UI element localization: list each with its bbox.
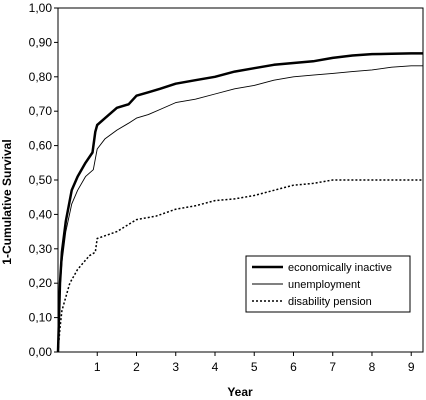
legend-label-unemployment: unemployment	[288, 279, 360, 291]
legend: economically inactive unemployment disab…	[245, 255, 411, 313]
plot-frame	[57, 7, 424, 353]
legend-label-economically-inactive: economically inactive	[288, 262, 392, 274]
x-tick-label: 7	[329, 360, 336, 374]
x-tick-label: 6	[290, 360, 297, 374]
y-tick-label: 0,20	[29, 276, 53, 290]
y-tick-label: 0,50	[29, 173, 53, 187]
x-tick-label: 5	[251, 360, 258, 374]
y-tick-label: 0,70	[29, 104, 53, 118]
y-tick-label: 0,30	[29, 242, 53, 256]
x-axis-ticks: 1 2 3 4 5 6 7 8 9	[94, 352, 415, 374]
y-axis-title: 1-Cumulative Survival	[0, 139, 14, 264]
series-layer	[56, 52, 423, 353]
y-tick-label: 0,80	[29, 70, 53, 84]
y-tick-label: 0,10	[29, 311, 53, 325]
y-tick-label: 0,00	[29, 345, 53, 359]
y-tick-label: 0,40	[29, 207, 53, 221]
series-line-unemployment	[57, 65, 423, 353]
y-tick-label: 0,90	[29, 35, 53, 49]
legend-label-disability-pension: disability pension	[288, 296, 372, 308]
series-line-disability-pension	[57, 179, 423, 353]
x-tick-label: 4	[212, 360, 219, 374]
y-tick-label: 0,60	[29, 139, 53, 153]
series-line-economically-inactive	[56, 52, 423, 353]
x-tick-label: 3	[172, 360, 179, 374]
y-axis-ticks: 0,00 0,10 0,20 0,30 0,40 0,50 0,60 0,70 0,80 0,90…	[29, 1, 58, 359]
x-axis-title: Year	[227, 385, 253, 399]
x-tick-label: 9	[408, 360, 415, 374]
y-tick-label: 1,00	[29, 1, 53, 15]
x-tick-label: 1	[94, 360, 101, 374]
x-tick-label: 2	[133, 360, 140, 374]
x-tick-label: 8	[369, 360, 376, 374]
